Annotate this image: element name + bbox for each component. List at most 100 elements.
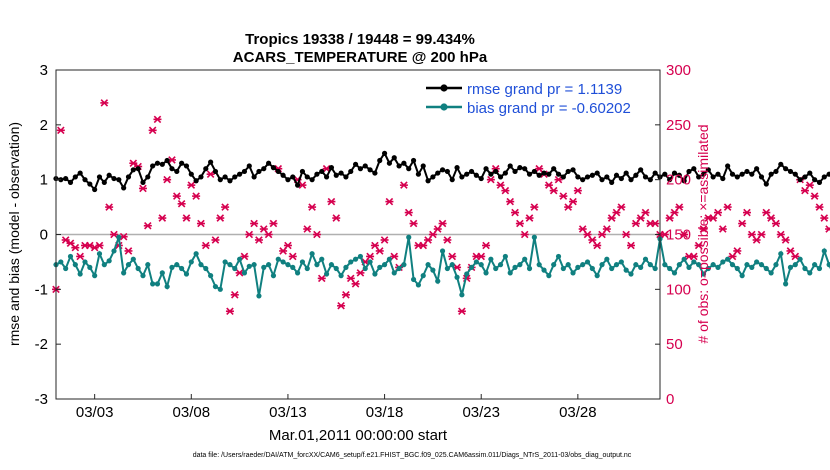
rmse-point bbox=[425, 178, 431, 184]
rmse-point bbox=[261, 166, 267, 172]
bias-point bbox=[671, 270, 678, 276]
rmse-point bbox=[816, 179, 823, 186]
bias-point bbox=[662, 262, 668, 268]
bias-point bbox=[420, 273, 426, 279]
rmse-point bbox=[676, 172, 682, 178]
rmse-point bbox=[512, 168, 518, 175]
obs-point bbox=[486, 175, 495, 184]
bias-point bbox=[676, 262, 682, 268]
bias-point bbox=[575, 264, 581, 270]
bias-point bbox=[430, 267, 436, 273]
bias-point bbox=[183, 271, 190, 277]
rmse-point bbox=[541, 170, 547, 176]
rmse-point bbox=[691, 166, 697, 172]
rmse-point bbox=[623, 170, 629, 176]
bias-point bbox=[555, 253, 562, 260]
obs-point bbox=[341, 291, 350, 299]
bias-point bbox=[686, 264, 692, 270]
bias-point bbox=[154, 281, 161, 287]
rmse-point bbox=[304, 174, 310, 180]
obs-point bbox=[651, 219, 660, 228]
obs-point bbox=[612, 208, 621, 217]
rmse-point bbox=[410, 157, 417, 164]
bias-point bbox=[551, 262, 557, 268]
obs-point bbox=[544, 181, 553, 189]
bias-point bbox=[594, 273, 600, 279]
obs-point bbox=[206, 170, 215, 178]
x-tick-label: 03/28 bbox=[559, 404, 597, 421]
rmse-point bbox=[227, 178, 233, 184]
bias-point bbox=[565, 262, 571, 268]
bias-point bbox=[67, 253, 74, 260]
bias-point bbox=[323, 271, 330, 277]
bias-point bbox=[299, 259, 306, 265]
bias-point bbox=[812, 262, 818, 268]
rmse-point bbox=[203, 166, 209, 172]
bias-point bbox=[783, 281, 789, 287]
rmse-point bbox=[502, 170, 508, 176]
bias-point bbox=[357, 253, 364, 260]
rmse-point bbox=[77, 170, 83, 176]
rmse-point bbox=[246, 163, 252, 169]
obs-point bbox=[303, 225, 312, 233]
rmse-point bbox=[343, 174, 349, 180]
rmse-point bbox=[140, 179, 146, 186]
bias-line bbox=[55, 236, 830, 297]
bias-point bbox=[391, 270, 397, 276]
bias-point bbox=[87, 264, 93, 270]
rmse-point bbox=[314, 171, 320, 177]
rmse-point bbox=[275, 168, 281, 175]
rmse-point bbox=[802, 174, 808, 180]
bias-point bbox=[193, 251, 199, 257]
bias-point bbox=[290, 264, 296, 270]
obs-point bbox=[820, 214, 829, 222]
obs-point bbox=[525, 214, 534, 222]
bias-point bbox=[623, 267, 629, 273]
obs-point bbox=[201, 241, 210, 250]
bias-point bbox=[295, 270, 301, 276]
rmse-point bbox=[130, 167, 136, 173]
rmse-point bbox=[188, 171, 194, 177]
obs-point bbox=[781, 236, 790, 244]
obs-point bbox=[182, 214, 191, 222]
obs-point bbox=[607, 214, 616, 222]
x-axis-label: Mar.01,2011 00:00:00 start bbox=[269, 427, 448, 444]
rmse-point bbox=[729, 171, 736, 177]
rmse-point bbox=[183, 163, 190, 169]
obs-point bbox=[356, 269, 365, 277]
rmse-point bbox=[145, 174, 151, 180]
obs-point bbox=[148, 126, 157, 135]
rmse-point bbox=[309, 177, 315, 183]
obs-point bbox=[506, 197, 515, 206]
obs-point bbox=[327, 197, 336, 206]
bias-point bbox=[150, 281, 156, 287]
rmse-point bbox=[333, 172, 339, 178]
obs-point bbox=[767, 214, 776, 222]
bias-point bbox=[483, 270, 489, 276]
rmse-point bbox=[82, 177, 88, 183]
bias-point bbox=[797, 256, 803, 262]
obs-point bbox=[762, 208, 771, 217]
bias-point bbox=[768, 270, 774, 276]
bias-point bbox=[396, 265, 402, 272]
bias-point bbox=[338, 273, 344, 279]
obs-point bbox=[230, 291, 239, 299]
rmse-point bbox=[792, 171, 798, 177]
rmse-point bbox=[121, 185, 127, 191]
obs-point bbox=[163, 175, 172, 184]
obs-point bbox=[448, 252, 457, 261]
obs-point bbox=[283, 241, 292, 250]
bias-point bbox=[715, 264, 721, 270]
obs-point bbox=[71, 243, 80, 252]
bias-point bbox=[725, 256, 731, 262]
rmse-point bbox=[773, 168, 779, 175]
rmse-point bbox=[642, 174, 649, 180]
rmse-point bbox=[125, 174, 132, 180]
obs-point bbox=[593, 241, 602, 250]
obs-point bbox=[670, 208, 679, 217]
bias-point bbox=[58, 259, 64, 265]
rmse-point bbox=[478, 175, 484, 182]
rmse-point bbox=[604, 174, 610, 180]
obs-point bbox=[757, 230, 766, 239]
